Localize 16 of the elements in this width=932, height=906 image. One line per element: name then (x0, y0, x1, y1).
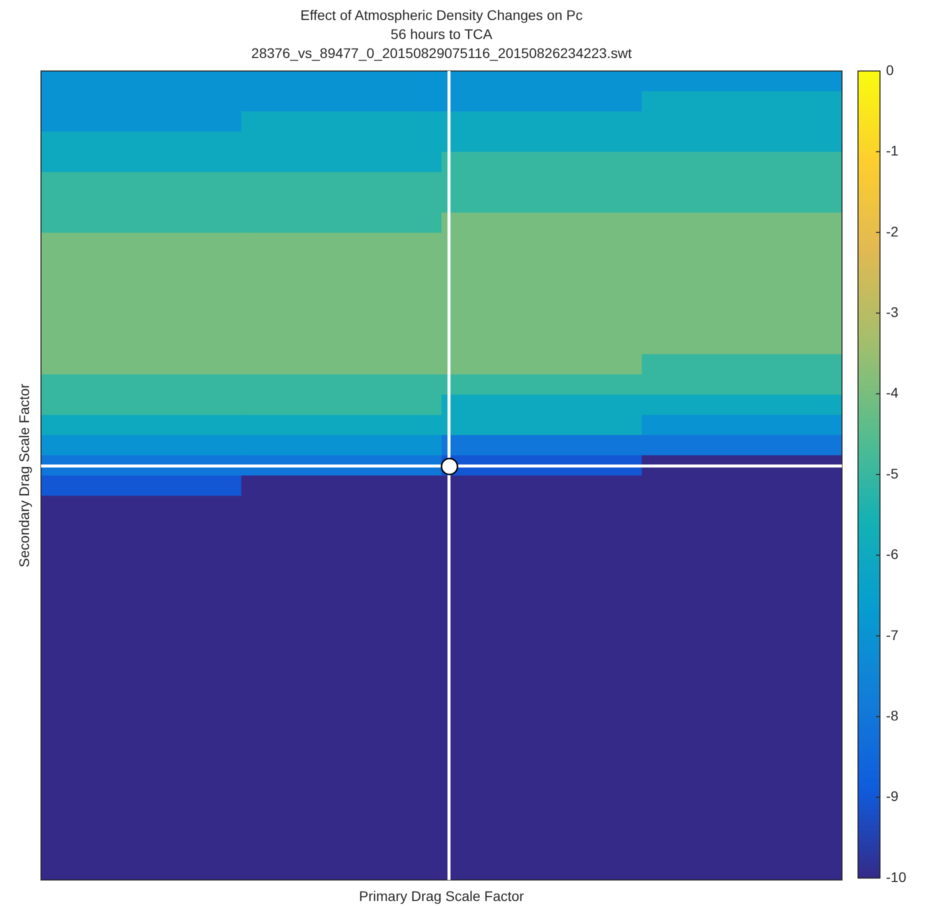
chart-title: Effect of Atmospheric Density Changes on Pc (300, 6, 583, 23)
x-axis-title: Primary Drag Scale Factor (359, 888, 524, 904)
color-bar-label: -7 (886, 626, 899, 643)
color-bar-label: -8 (886, 707, 899, 724)
color-bar-label: -3 (886, 304, 899, 320)
color-bar-label: -10 (886, 868, 906, 885)
chart-subtitle: 56 hours to TCA (390, 26, 494, 42)
color-bar-label: -9 (886, 788, 899, 804)
color-bar-label: -6 (886, 546, 899, 562)
color-bar-label: -1 (886, 142, 899, 159)
color-bar-label: -2 (886, 223, 899, 240)
color-bar-label: 0 (886, 62, 894, 78)
text: 28376_vs_89477_0_20150829075116_20150826234223.swt (251, 44, 632, 61)
y-axis-title: Secondary Drag Scale Factor (16, 383, 32, 568)
color-bar-label: -4 (886, 384, 899, 401)
color-bar-label: -5 (886, 465, 899, 482)
